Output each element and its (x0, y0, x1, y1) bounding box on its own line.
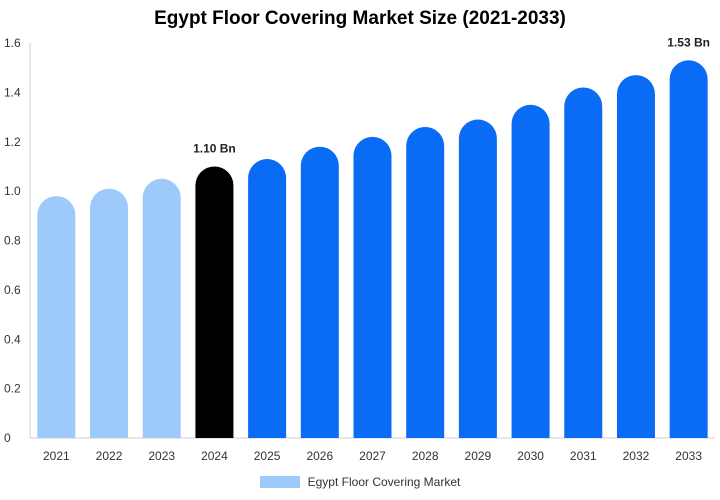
x-tick-label: 2032 (623, 449, 650, 463)
x-tick-label: 2029 (465, 449, 492, 463)
bar-2032 (616, 75, 655, 438)
y-tick-label: 1.2 (4, 135, 21, 149)
y-tick-label: 1.0 (4, 184, 21, 198)
y-tick-label: 0 (4, 431, 11, 445)
y-tick-label: 0.8 (4, 234, 21, 248)
x-tick-label: 2023 (148, 449, 175, 463)
y-tick-label: 0.6 (4, 283, 21, 297)
chart-bars (37, 60, 708, 439)
chart-labels: 2021 2022 2023 2024 1.10 Bn 2025 2026 2027 2028 2… (43, 35, 710, 463)
bar-2030 (511, 104, 550, 438)
bar-2024 (195, 166, 234, 438)
bar-2031 (564, 87, 603, 438)
legend: Egypt Floor Covering Market (0, 475, 720, 489)
bar-chart: 00.20.40.60.81.01.21.41.6 2021 2022 2023 20… (4, 35, 715, 463)
y-tick-label: 1.6 (4, 36, 21, 50)
x-tick-label: 2022 (96, 449, 123, 463)
bar-2028 (406, 126, 445, 438)
legend-swatch (259, 476, 300, 488)
x-tick-label: 2024 (201, 449, 228, 463)
x-tick-label: 2031 (570, 449, 597, 463)
bar-2025 (248, 159, 287, 438)
y-tick-label: 0.4 (4, 332, 21, 346)
bar-2033 (669, 60, 708, 439)
bar-2022 (90, 188, 129, 438)
x-tick-label: 2033 (675, 449, 702, 463)
data-label-2024: 1.10 Bn (193, 141, 236, 155)
bar-2021 (37, 196, 76, 438)
x-tick-label: 2028 (412, 449, 439, 463)
bar-2027 (353, 136, 392, 438)
data-label-2033: 1.53 Bn (667, 35, 710, 49)
x-tick-label: 2030 (517, 449, 544, 463)
y-tick-label: 0.2 (4, 382, 21, 396)
bar-2023 (142, 178, 181, 438)
x-tick-label: 2021 (43, 449, 70, 463)
bar-2026 (300, 146, 339, 438)
bar-2029 (458, 119, 497, 438)
y-tick-label: 1.4 (4, 85, 21, 99)
legend-label: Egypt Floor Covering Market (307, 475, 461, 489)
x-tick-label: 2027 (359, 449, 386, 463)
x-tick-label: 2025 (254, 449, 281, 463)
chart-title: Egypt Floor Covering Market Size (2021-2… (154, 8, 566, 29)
x-tick-label: 2026 (306, 449, 333, 463)
